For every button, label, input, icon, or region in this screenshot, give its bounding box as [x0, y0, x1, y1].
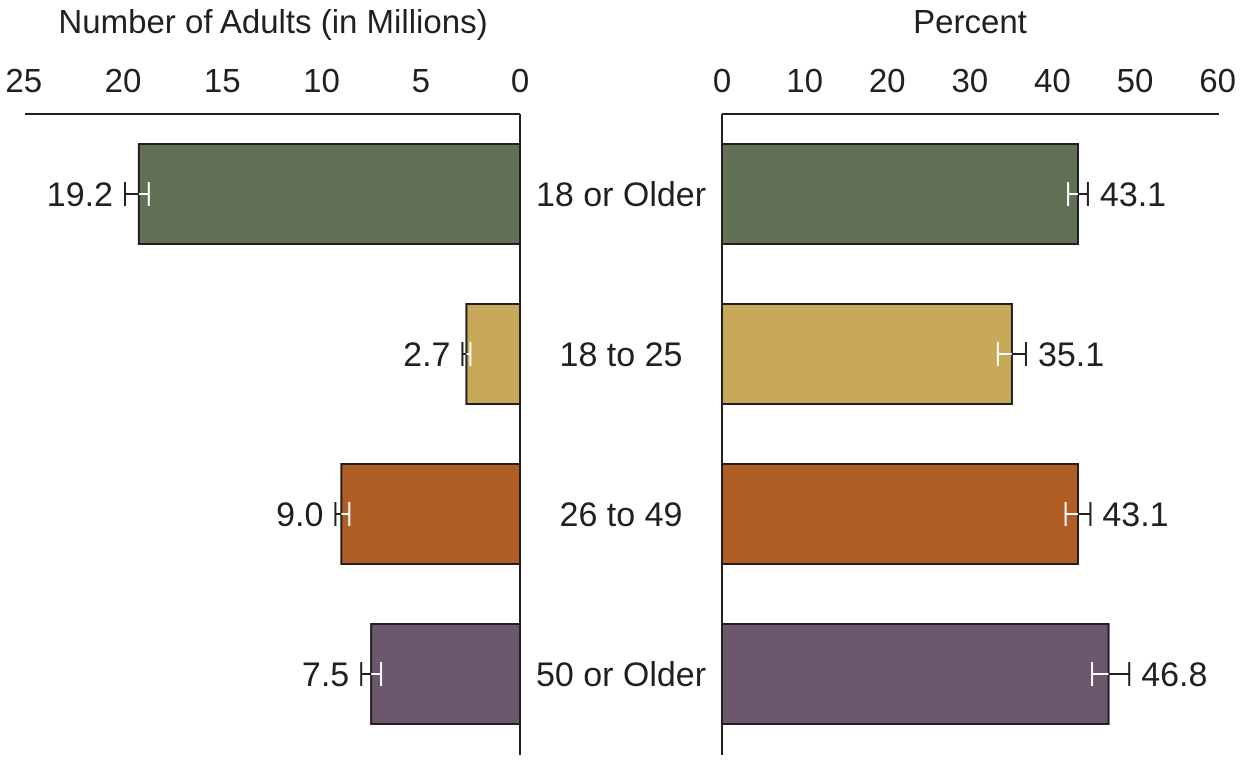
right-tick-label: 20 — [869, 62, 906, 99]
left-value-label: 19.2 — [47, 176, 113, 214]
left-bar — [137, 143, 521, 245]
right-error-bar — [1091, 662, 1131, 686]
right-value-label: 43.1 — [1100, 176, 1166, 214]
left-tick-label: 0 — [511, 62, 529, 99]
left-bar — [340, 463, 521, 565]
left-tick-label: 10 — [303, 62, 340, 99]
left-bar — [465, 303, 521, 405]
right-tick-label: 40 — [1034, 62, 1071, 99]
left-tick-label: 20 — [105, 62, 142, 99]
left-error-bar — [123, 182, 150, 206]
right-error-bar — [1064, 502, 1092, 526]
right-bar — [721, 623, 1110, 725]
left-error-bar — [360, 662, 383, 686]
left-value-label: 9.0 — [276, 496, 323, 534]
bars-layer — [137, 143, 1110, 725]
right-value-label: 46.8 — [1141, 656, 1207, 694]
right-tick-label: 10 — [786, 62, 823, 99]
left-value-label: 2.7 — [403, 336, 450, 374]
left-tick-label: 25 — [5, 62, 42, 99]
left-axis-title: Number of Adults (in Millions) — [58, 3, 487, 40]
right-bar — [721, 463, 1080, 565]
category-label: 50 or Older — [536, 656, 706, 694]
right-bar — [721, 303, 1013, 405]
left-error-bar — [461, 342, 472, 366]
left-tick-label: 5 — [412, 62, 430, 99]
category-label: 18 to 25 — [560, 336, 683, 374]
left-tick-label: 15 — [204, 62, 241, 99]
left-bar — [370, 623, 521, 725]
right-error-bar — [1067, 182, 1089, 206]
right-tick-label: 50 — [1117, 62, 1154, 99]
category-label: 26 to 49 — [560, 496, 683, 534]
right-bar — [721, 143, 1080, 245]
right-tick-label: 60 — [1199, 62, 1236, 99]
left-value-label: 7.5 — [302, 656, 349, 694]
right-tick-label: 30 — [951, 62, 988, 99]
right-value-label: 35.1 — [1038, 336, 1104, 374]
right-axis-title: Percent — [913, 3, 1027, 40]
right-error-bar — [996, 342, 1027, 366]
category-label: 18 or Older — [536, 176, 706, 214]
right-value-label: 43.1 — [1102, 496, 1168, 534]
left-error-bar — [334, 502, 351, 526]
right-tick-label: 0 — [713, 62, 731, 99]
